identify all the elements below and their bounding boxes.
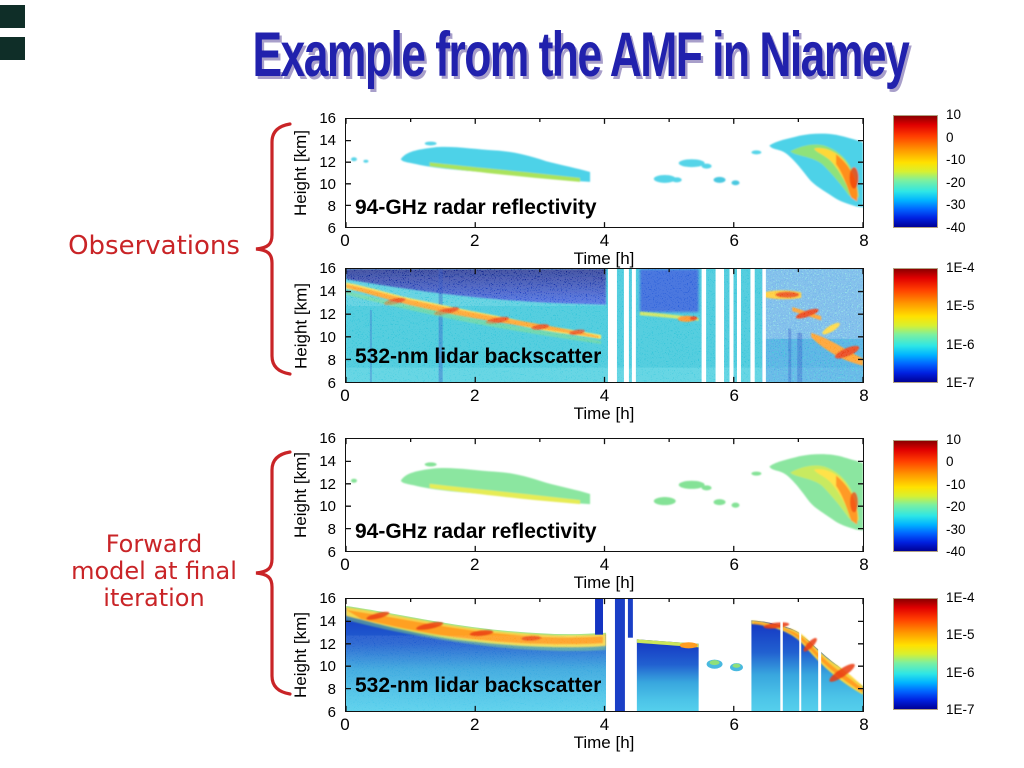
- lidar-fwd-heatmap-image: [346, 599, 863, 711]
- x-tick-label: 0: [340, 231, 350, 250]
- y-tick-label: 8: [327, 198, 336, 215]
- x-tick-label: 2: [470, 231, 480, 250]
- x-tick-label: 2: [470, 386, 480, 405]
- x-tick-label: 8: [859, 231, 869, 250]
- colorbar-tick-label: -10: [946, 152, 966, 168]
- x-tick-label: 2: [470, 715, 480, 734]
- corner-marker-icon: [0, 5, 25, 28]
- colorbar-tick-label: 10: [946, 107, 962, 122]
- observations-label: Observations: [68, 231, 240, 261]
- y-tick-label: 10: [319, 329, 336, 346]
- colorbar-tick-label: -20: [946, 174, 966, 190]
- colorbar-tick-label: -10: [946, 476, 966, 492]
- plot-variable-label: 532-nm lidar backscatter: [355, 345, 602, 368]
- x-tick-label: 0: [340, 715, 350, 734]
- forward-model-brace: [255, 450, 292, 696]
- y-tick-label: 6: [327, 544, 336, 561]
- corner-marker-icon: [0, 37, 25, 60]
- lidar-obs-heatmap-image: [346, 269, 863, 382]
- colorbar-tick-label: 0: [946, 129, 954, 145]
- y-tick-label: 14: [319, 283, 336, 300]
- colorbar-tick-label: 1E-6: [946, 336, 975, 352]
- x-tick-label: 4: [599, 715, 610, 734]
- colorbar-tick-label: 1E-4: [946, 590, 975, 605]
- x-axis-label: Time [h]: [573, 404, 635, 423]
- radar-fwd-heatmap-image: [346, 439, 863, 551]
- y-tick-label: 10: [319, 176, 336, 193]
- y-tick-label: 12: [319, 475, 336, 493]
- x-tick-label: 8: [859, 715, 869, 734]
- x-axis-label: Time [h]: [573, 249, 635, 268]
- slide-title: Example from the AMF in Niamey: [140, 20, 1020, 90]
- colorbar-tick-label: -20: [946, 499, 966, 515]
- x-axis-label: Time [h]: [573, 733, 635, 752]
- forward-model-line-1: Forward: [105, 530, 203, 558]
- forward-model-line-3: iteration: [103, 584, 205, 612]
- y-tick-label: 8: [327, 352, 336, 369]
- colorbar: [893, 268, 938, 383]
- colorbar: [893, 115, 938, 228]
- y-tick-label: 12: [319, 306, 336, 323]
- radar-obs-heatmap-image: [346, 119, 863, 227]
- y-tick-label: 10: [319, 498, 336, 516]
- y-tick-label: 12: [319, 154, 336, 171]
- y-tick-label: 10: [319, 658, 336, 676]
- plot-area: 532-nm lidar backscatter: [345, 598, 864, 712]
- colorbar-tick-label: 1E-7: [946, 702, 975, 717]
- observations-brace: [255, 122, 292, 376]
- colorbar-tick-label: 0: [946, 454, 954, 470]
- y-tick-label: 6: [327, 375, 336, 392]
- x-tick-label: 8: [859, 555, 869, 574]
- forward-model-label: Forward model at final iteration: [50, 531, 258, 612]
- y-tick-label: 16: [319, 430, 336, 447]
- y-tick-label: 14: [319, 612, 336, 630]
- plot-area: 94-GHz radar reflectivity: [345, 118, 864, 228]
- colorbar-tick-label: 1E-7: [946, 375, 975, 390]
- x-tick-label: 0: [340, 555, 350, 574]
- colorbar-tick-label: -40: [946, 220, 966, 235]
- x-tick-label: 4: [599, 231, 610, 250]
- x-tick-label: 6: [729, 555, 739, 574]
- colorbar-tick-label: 1E-4: [946, 260, 975, 275]
- x-tick-label: 8: [859, 386, 869, 405]
- y-tick-label: 14: [319, 132, 336, 149]
- plot-area: 94-GHz radar reflectivity: [345, 438, 864, 552]
- x-tick-label: 2: [470, 555, 480, 574]
- slide-title-text: Example from the AMF in Niamey: [252, 19, 909, 91]
- y-tick-label: 6: [327, 704, 336, 721]
- colorbar-tick-label: 10: [946, 432, 962, 447]
- x-tick-label: 4: [599, 555, 610, 574]
- colorbar-tick-label: 1E-5: [946, 627, 975, 643]
- y-tick-label: 16: [319, 110, 336, 127]
- x-tick-label: 6: [729, 231, 739, 250]
- colorbar-tick-label: 1E-5: [946, 298, 975, 314]
- y-tick-label: 16: [319, 260, 336, 277]
- forward-model-line-2: model at final: [71, 557, 237, 585]
- x-tick-label: 6: [729, 715, 739, 734]
- x-tick-label: 6: [729, 386, 739, 405]
- y-tick-label: 6: [327, 220, 336, 237]
- y-tick-label: 14: [319, 452, 336, 470]
- y-tick-label: 12: [319, 635, 336, 653]
- y-tick-label: 8: [327, 521, 336, 539]
- colorbar-tick-label: 1E-6: [946, 664, 975, 680]
- x-tick-label: 4: [599, 386, 610, 405]
- x-axis-label: Time [h]: [573, 573, 635, 592]
- plot-variable-label: 94-GHz radar reflectivity: [355, 196, 597, 219]
- x-tick-label: 0: [340, 386, 350, 405]
- y-tick-label: 8: [327, 681, 336, 699]
- colorbar-tick-label: -40: [946, 544, 966, 559]
- colorbar-tick-label: -30: [946, 197, 966, 213]
- plot-variable-label: 94-GHz radar reflectivity: [355, 520, 597, 543]
- colorbar: [893, 440, 938, 552]
- colorbar-tick-label: -30: [946, 521, 966, 537]
- plot-area: 532-nm lidar backscatter: [345, 268, 864, 383]
- colorbar: [893, 598, 938, 710]
- plot-variable-label: 532-nm lidar backscatter: [355, 674, 602, 697]
- y-tick-label: 16: [319, 590, 336, 607]
